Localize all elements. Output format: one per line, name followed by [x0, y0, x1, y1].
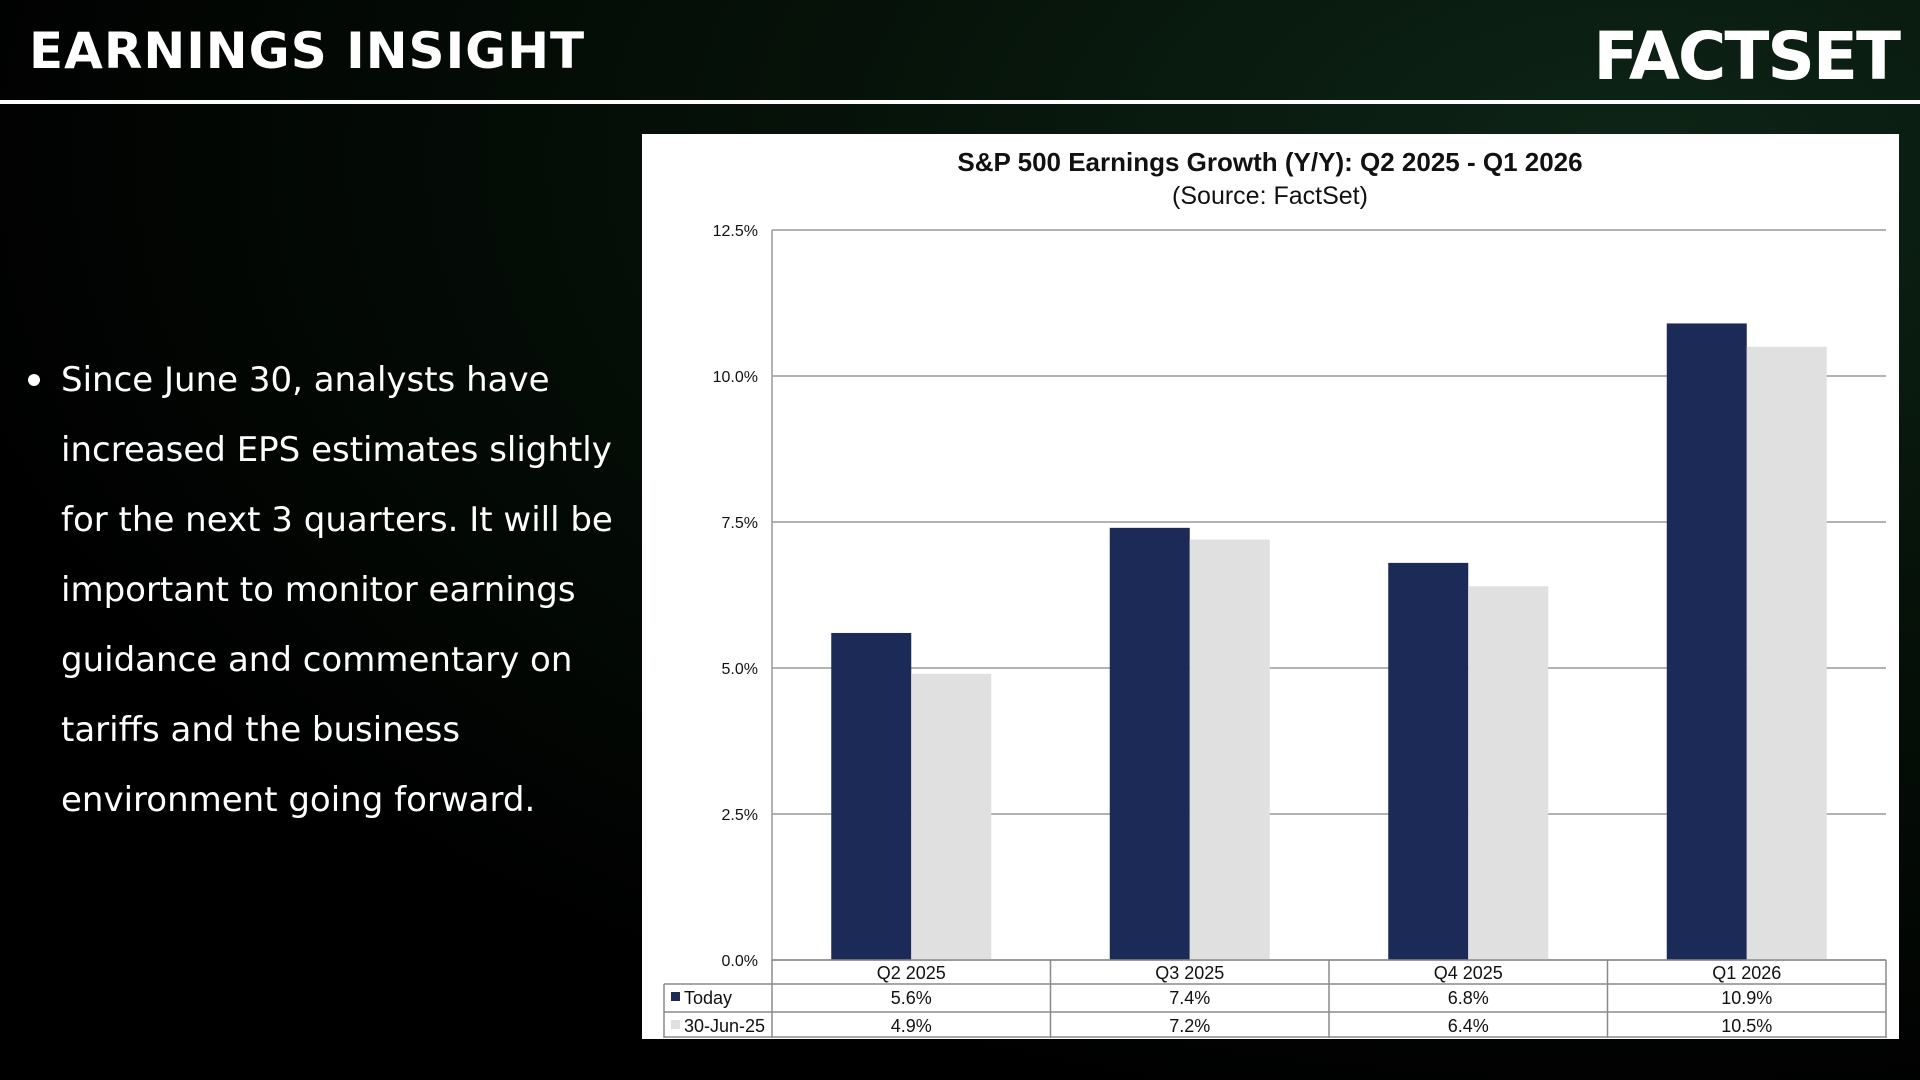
- commentary-text: Since June 30, analysts have increased E…: [61, 360, 613, 820]
- y-axis-tick-labels: 0.0% 2.5% 5.0% 7.5% 10.0% 12.5%: [713, 223, 758, 970]
- y-tick-label: 10.0%: [713, 369, 758, 386]
- commentary-bullet: Since June 30, analysts have increased E…: [28, 345, 628, 835]
- category-label: Q2 2025: [877, 963, 946, 983]
- y-tick-label: 12.5%: [713, 223, 758, 240]
- legend-entry: Today: [684, 988, 732, 1008]
- bar-today: [1388, 562, 1469, 960]
- y-tick-label: 2.5%: [722, 807, 758, 824]
- legend-swatch: [671, 1020, 680, 1029]
- chart-subtitle: (Source: FactSet): [1172, 182, 1368, 210]
- bar-today: [1666, 323, 1747, 960]
- bars: [831, 323, 1827, 960]
- data-label: 5.6%: [891, 988, 932, 1008]
- data-label: 7.2%: [1169, 1016, 1210, 1036]
- y-tick-label: 0.0%: [722, 953, 758, 970]
- data-label: 10.5%: [1721, 1016, 1772, 1036]
- data-label: 7.4%: [1169, 988, 1210, 1008]
- page-title: EARNINGS INSIGHT: [29, 22, 586, 80]
- bar-today: [831, 632, 912, 960]
- data-label: 6.4%: [1448, 1016, 1489, 1036]
- header-divider: [0, 100, 1920, 104]
- chart-panel: S&P 500 Earnings Growth (Y/Y): Q2 2025 -…: [642, 134, 1899, 1039]
- category-label: Q4 2025: [1434, 963, 1503, 983]
- data-label: 4.9%: [891, 1016, 932, 1036]
- bullet-icon: [28, 374, 40, 386]
- data-label: 6.8%: [1448, 988, 1489, 1008]
- category-label: Q1 2026: [1712, 963, 1781, 983]
- y-tick-label: 5.0%: [722, 661, 758, 678]
- data-table: Q2 2025 Q3 2025 Q4 2025 Q1 2026 Today 5.6% 7.4…: [663, 959, 1887, 1038]
- data-label: 10.9%: [1721, 988, 1772, 1008]
- legend-swatch: [671, 992, 680, 1001]
- bar-prior: [1746, 346, 1827, 960]
- bar-prior: [911, 673, 992, 960]
- chart-title: S&P 500 Earnings Growth (Y/Y): Q2 2025 -…: [957, 147, 1582, 177]
- bar-today: [1109, 527, 1190, 960]
- y-tick-label: 7.5%: [722, 515, 758, 532]
- legend-entry: 30-Jun-25: [684, 1016, 765, 1036]
- bar-prior: [1468, 586, 1549, 960]
- factset-logo: FACTSET: [1593, 18, 1901, 95]
- category-label: Q3 2025: [1155, 963, 1224, 983]
- bar-prior: [1189, 539, 1270, 960]
- earnings-growth-chart: S&P 500 Earnings Growth (Y/Y): Q2 2025 -…: [663, 147, 1887, 1038]
